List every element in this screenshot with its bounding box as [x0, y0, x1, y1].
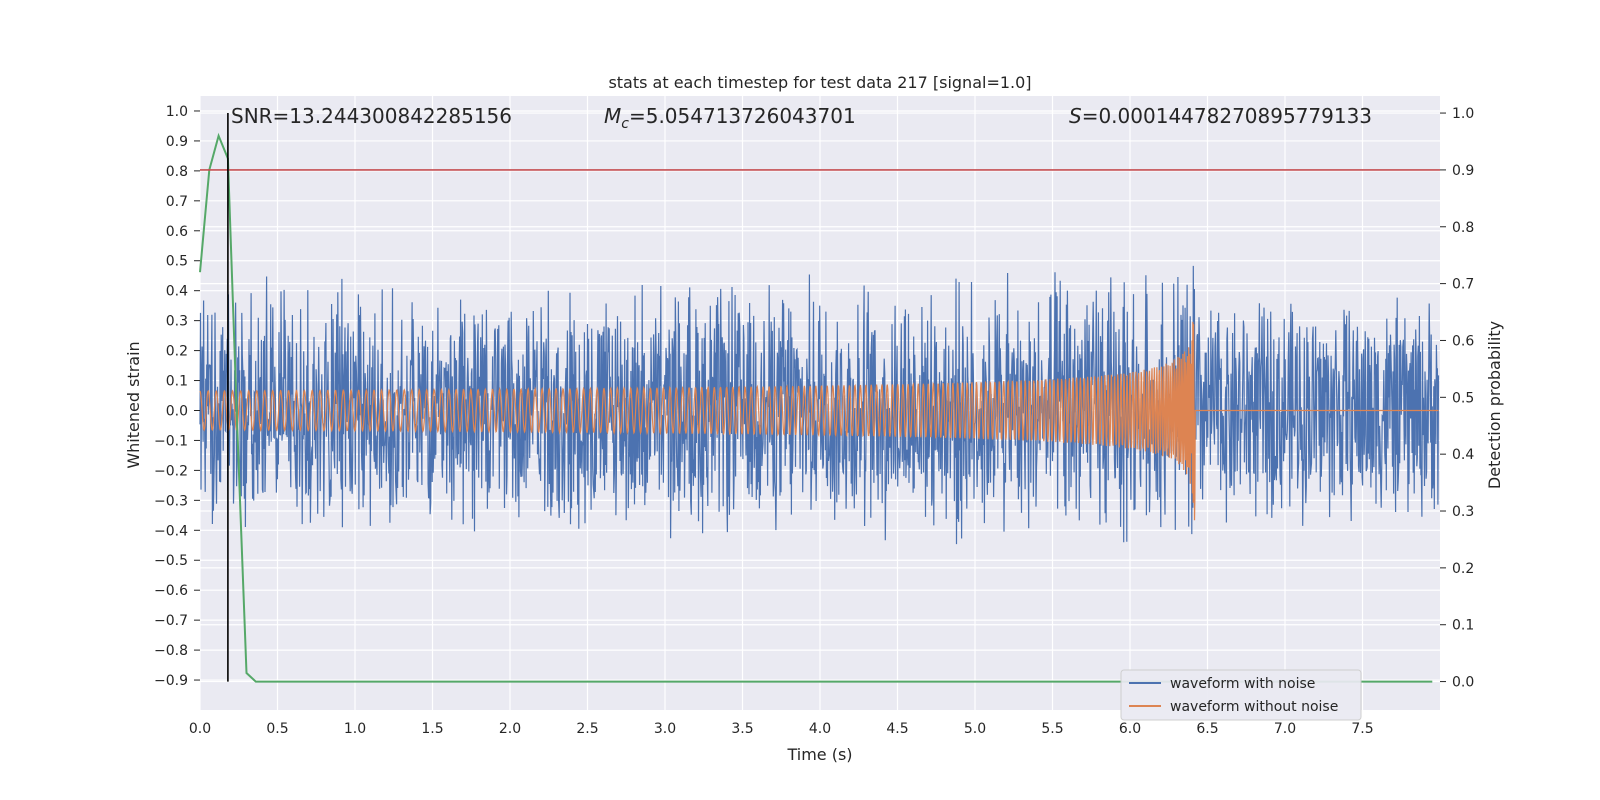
- x-tick-label: 0.5: [266, 721, 288, 737]
- x-axis-label: Time (s): [786, 745, 852, 764]
- series-waveform-without-noise: [199, 321, 1439, 521]
- x-tick-label: 6.0: [1119, 721, 1141, 737]
- legend-label-clean: waveform without noise: [1170, 699, 1338, 715]
- y-tick-label: −0.5: [154, 553, 188, 569]
- y-tick-label: −0.8: [154, 643, 188, 659]
- mc-subscript: c: [621, 116, 629, 132]
- waveform-without-noise-line: [199, 321, 1439, 521]
- detection-probability-line: [199, 132, 1433, 683]
- mc-value: =5.054713726043701: [629, 104, 856, 128]
- series-waveform-with-noise: [199, 265, 1440, 545]
- legend: waveform with noise waveform without noi…: [1120, 669, 1362, 721]
- legend-box: [1120, 669, 1362, 721]
- x-tick-label: 2.0: [499, 721, 521, 737]
- s-value: =0.00014478270895779133: [1082, 104, 1372, 128]
- y2-axis-label: Detection probability: [1485, 321, 1504, 489]
- y-tick-label: −0.2: [154, 463, 188, 479]
- y-tick-label: 0.5: [166, 254, 188, 270]
- y-tick-label: 0.8: [166, 164, 188, 180]
- y2-tick-label: 0.2: [1452, 561, 1474, 577]
- y-tick-label: 0.7: [166, 194, 188, 210]
- legend-label-noise: waveform with noise: [1170, 676, 1315, 692]
- y-tick-label: −0.7: [154, 613, 188, 629]
- x-tick-label: 5.0: [964, 721, 986, 737]
- y-tick-label: 0.9: [166, 134, 188, 150]
- annotation-s: S=0.00014478270895779133: [1069, 104, 1372, 128]
- x-tick-label: 4.5: [886, 721, 908, 737]
- annotation-snr: SNR=13.244300842285156: [231, 104, 512, 128]
- y2-tick-label: 0.7: [1452, 277, 1474, 293]
- y-tick-label: 0.3: [166, 314, 188, 330]
- y-tick-label: 0.6: [166, 224, 188, 240]
- ticks: 0.0 0.5 1.0 1.5 2.0 2.5 3.0 3.5 4.0 4.5 5.0 5.5 6.0 6…: [154, 104, 1474, 737]
- waveform-with-noise-line: [199, 265, 1440, 545]
- x-tick-label: 3.5: [731, 721, 753, 737]
- y-axis-label: Whitened strain: [124, 341, 143, 468]
- reference-lines: [200, 113, 1440, 682]
- y2-tick-label: 1.0: [1452, 106, 1474, 122]
- x-tick-label: 7.5: [1351, 721, 1373, 737]
- y-tick-label: −0.9: [154, 673, 188, 689]
- y2-tick-label: 0.8: [1452, 220, 1474, 236]
- y-tick-label: −0.4: [154, 523, 188, 539]
- series-detection-probability: [199, 132, 1433, 683]
- y2-tick-label: 0.3: [1452, 504, 1474, 520]
- annotation-mc: Mc=5.054713726043701: [604, 104, 856, 132]
- mc-symbol: M: [604, 104, 621, 128]
- x-tick-label: 4.0: [809, 721, 831, 737]
- y-tick-label: 0.2: [166, 344, 188, 360]
- x-tick-label: 0.0: [189, 721, 211, 737]
- y2-tick-label: 0.0: [1452, 675, 1474, 691]
- y2-tick-label: 0.5: [1452, 390, 1474, 406]
- x-tick-label: 1.0: [344, 721, 366, 737]
- y-tick-label: 1.0: [166, 104, 188, 120]
- y-tick-label: 0.1: [166, 374, 188, 390]
- y-tick-label: −0.3: [154, 493, 188, 509]
- y-tick-label: 0.0: [166, 403, 188, 419]
- x-tick-label: 7.0: [1274, 721, 1296, 737]
- chart-title: stats at each timestep for test data 217…: [608, 73, 1031, 92]
- s-symbol: S: [1069, 104, 1082, 128]
- x-tick-label: 2.5: [576, 721, 598, 737]
- y2-tick-label: 0.4: [1452, 447, 1474, 463]
- y-tick-label: 0.4: [166, 284, 188, 300]
- x-tick-label: 6.5: [1196, 721, 1218, 737]
- x-tick-label: 3.0: [654, 721, 676, 737]
- x-tick-label: 1.5: [421, 721, 443, 737]
- y2-tick-label: 0.9: [1452, 163, 1474, 179]
- y-tick-label: −0.1: [154, 433, 188, 449]
- y2-tick-label: 0.6: [1452, 333, 1474, 349]
- y-tick-label: −0.6: [154, 583, 188, 599]
- y2-tick-label: 0.1: [1452, 618, 1474, 634]
- x-tick-label: 5.5: [1041, 721, 1063, 737]
